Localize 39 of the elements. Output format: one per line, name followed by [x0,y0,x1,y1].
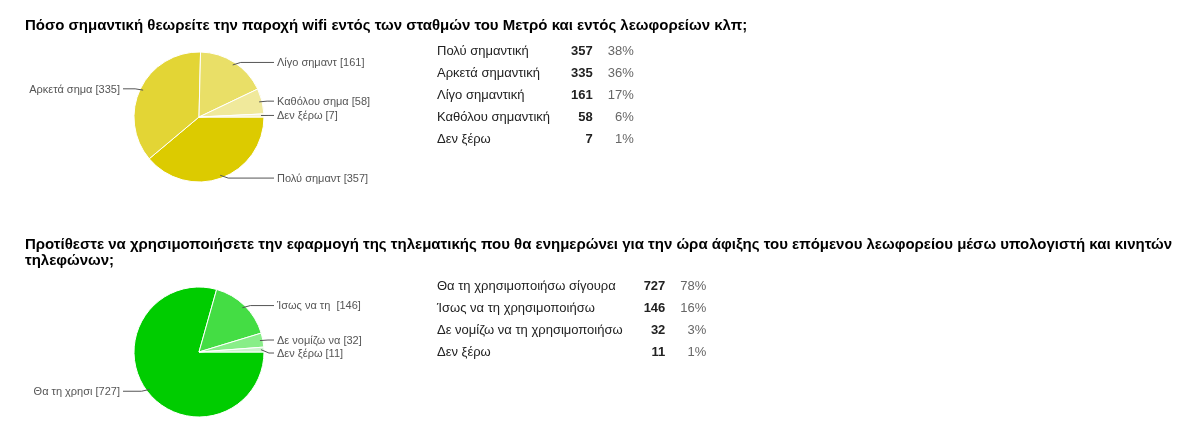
data-label: 11 [650,342,666,361]
text: 38% [606,41,634,60]
slice-label: Πολύ σημαντ [357] [277,171,369,184]
data-label: 335 [571,63,593,82]
slice-label: Δεν ξέρω [7] [277,109,338,122]
slice-label: Ίσως να τη [146] [276,299,361,312]
text: 36% [606,63,634,82]
data-label: 7 [584,129,593,148]
text: 78% [679,276,707,295]
slice-label: Αρκετά σημα [335] [29,82,120,95]
text: 16% [679,298,707,317]
slice-label: Δεν ξέρω [11] [277,346,344,359]
text: 3% [686,320,707,339]
data-label: 32 [649,320,666,339]
slice-label: Δε νομίζω να [32] [277,333,362,346]
category-label: Θα τη χρησιμοποιήσω σίγουρα [437,276,617,295]
data-label: 58 [577,107,593,126]
slice-label: Καθόλου σημα [58] [277,95,371,107]
category-label: Δεν ξέρω [437,342,492,361]
text: 1% [613,129,634,148]
category-label: Πολύ σημαντική [437,41,530,60]
chart-title: Πόσο σημαντική θεωρείτε την παροχή wifi εντός των σταθμών του Μετρό και εντός λεωφορείων κλπ; [25,15,749,33]
category-label: Λίγο σημαντική [437,85,526,104]
category-label: Δεν ξέρω [437,129,492,148]
data-label: 161 [571,85,593,104]
text: 17% [606,85,634,104]
category-label: Δε νομίζω να τη χρησιμοποιήσω [437,320,624,339]
category-label: Ίσως να τη χρησιμοποιήσω [437,298,596,317]
data-label: 727 [643,276,666,295]
slice-label: Θα τη χρησι [727] [33,385,120,398]
data-label: 146 [643,298,666,317]
pie-slice [133,286,265,418]
category-label: Καθόλου σημαντική [437,107,551,126]
text: 6% [613,107,634,126]
slice-label: Λίγο σημαντ [161] [277,56,365,69]
text: Προτίθεστε να χρησιμοποιήσετε την εφαρμογή της τηλεματικής που θα ενημερώνει για την ώρα άφιξης του επόμενου λεωφορείου μέσω υπολογιστή και κινητών τηλεφώνων; [25,234,1174,268]
category-label: Αρκετά σημαντική [437,63,541,82]
data-label: 357 [571,41,593,60]
text: 1% [686,342,707,361]
